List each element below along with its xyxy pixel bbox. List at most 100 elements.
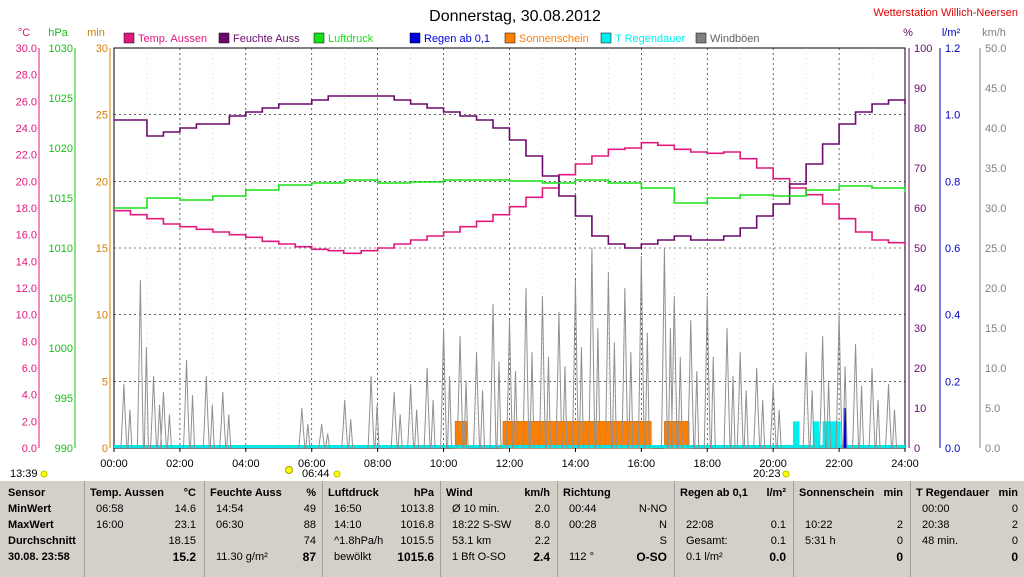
rain-duration-bar bbox=[812, 421, 820, 448]
legend-label: Luftdruck bbox=[328, 33, 374, 45]
unit-pressure: hPa bbox=[48, 27, 68, 39]
column-header: Sonnenschein bbox=[799, 487, 875, 499]
minutes-axis-tick: 0 bbox=[102, 443, 108, 455]
wind-axis-tick: 40.0 bbox=[985, 123, 1006, 135]
temp-axis-tick: 2.0 bbox=[22, 416, 37, 428]
rain-duration-baseline bbox=[114, 445, 905, 448]
humidity-axis-tick: 50 bbox=[914, 243, 926, 255]
cell-label: 20:38 bbox=[922, 519, 950, 531]
row-label: MinWert bbox=[8, 503, 52, 515]
temp-axis-tick: 0.0 bbox=[22, 443, 37, 455]
sunset-time: 20:23 bbox=[753, 468, 781, 480]
temp-axis-tick: 22.0 bbox=[16, 150, 37, 162]
minutes-axis-tick: 10 bbox=[96, 310, 108, 322]
gust-layer bbox=[120, 247, 898, 449]
cell-label: 00:00 bbox=[922, 503, 950, 515]
cell-value: 0.1 bbox=[770, 535, 786, 547]
cell-value: 87 bbox=[302, 550, 316, 564]
row-label: Sensor bbox=[8, 487, 46, 499]
axes: 0.0 2.0 4.0 6.0 8.0 10.0 12.0 14.0 16.0 18.0 20.0 2… bbox=[16, 43, 1007, 455]
humidity-axis-tick: 30 bbox=[914, 323, 926, 335]
x-tick-label: 02:00 bbox=[166, 458, 194, 470]
series-feuchte-auss bbox=[114, 95, 906, 249]
legend-swatch bbox=[218, 32, 230, 44]
x-tick-label: 24:00 bbox=[891, 458, 919, 470]
cell-label: 06:58 bbox=[96, 503, 124, 515]
wind-axis-tick: 20.0 bbox=[985, 283, 1006, 295]
summary-table: Sensor MinWert MaxWert Durchschnitt 30.08. 2… bbox=[0, 481, 1024, 577]
line-layer bbox=[114, 95, 906, 255]
minutes-axis-tick: 15 bbox=[96, 243, 108, 255]
cell-label: 16:50 bbox=[334, 503, 362, 515]
column-unit: km/h bbox=[524, 487, 550, 499]
x-tick-label: 08:00 bbox=[364, 458, 392, 470]
column-unit: hPa bbox=[413, 487, 434, 499]
cell-value: S bbox=[659, 535, 667, 547]
cell-value: 2.2 bbox=[534, 535, 550, 547]
cell-value: 74 bbox=[303, 535, 316, 547]
row-label: 30.08. 23:58 bbox=[8, 551, 70, 563]
unit-wind: km/h bbox=[982, 27, 1006, 39]
legend-swatch bbox=[504, 32, 516, 44]
x-tick-label: 18:00 bbox=[693, 458, 721, 470]
cell-label: 00:44 bbox=[569, 503, 597, 515]
humidity-axis-tick: 40 bbox=[914, 283, 926, 295]
column-separator bbox=[557, 481, 558, 577]
wind-gust-line bbox=[120, 247, 898, 449]
wind-axis-tick: 10.0 bbox=[985, 363, 1006, 375]
cell-label: 14:54 bbox=[216, 503, 244, 515]
legend-label: Feuchte Auss bbox=[233, 33, 300, 45]
x-tick-label: 04:00 bbox=[232, 458, 260, 470]
sun-markers: 13:39 06:44 20:23 bbox=[10, 466, 790, 480]
cell-value: 23.1 bbox=[174, 519, 196, 531]
unit-minutes: min bbox=[87, 27, 105, 39]
pressure-axis-tick: 1005 bbox=[49, 293, 73, 305]
series-luftdruck bbox=[114, 179, 906, 209]
column-separator bbox=[910, 481, 911, 577]
temp-axis-tick: 24.0 bbox=[16, 123, 37, 135]
x-tick-label: 06:00 bbox=[298, 458, 326, 470]
cell-label: Gesamt: bbox=[686, 535, 728, 547]
cell-label: 48 min. bbox=[922, 535, 959, 547]
column-separator bbox=[322, 481, 323, 577]
cell-label: 53.1 km bbox=[452, 535, 492, 547]
legend: Temp. Aussen Feuchte Auss Luftdruck Regen a… bbox=[123, 32, 760, 45]
column-separator bbox=[204, 481, 205, 577]
column-separator bbox=[440, 481, 441, 577]
cell-value: N-NO bbox=[638, 503, 667, 515]
wind-axis-tick: 5.0 bbox=[985, 403, 1000, 415]
cell-value: 49 bbox=[303, 503, 316, 515]
wind-axis-tick: 25.0 bbox=[985, 243, 1006, 255]
legend-swatch bbox=[600, 32, 612, 44]
cell-value: 2.4 bbox=[533, 550, 550, 564]
cell-label: 06:30 bbox=[216, 519, 244, 531]
cell-value: 8.0 bbox=[534, 519, 550, 531]
pressure-axis-tick: 1010 bbox=[49, 243, 73, 255]
cell-value: 1015.5 bbox=[400, 535, 434, 547]
cell-label: 0.1 l/m² bbox=[686, 551, 723, 563]
pressure-axis-tick: 990 bbox=[55, 443, 73, 455]
minutes-axis-tick: 20 bbox=[96, 176, 108, 188]
pressure-axis-tick: 1000 bbox=[49, 343, 73, 355]
column-unit: % bbox=[306, 487, 316, 499]
cell-label: 22:08 bbox=[686, 519, 714, 531]
pressure-axis-tick: 1015 bbox=[49, 193, 73, 205]
sun-dot-icon bbox=[40, 470, 48, 478]
cell-label: 16:00 bbox=[96, 519, 124, 531]
column-unit: min bbox=[883, 487, 903, 499]
temp-axis-tick: 30.0 bbox=[16, 43, 37, 55]
cell-label: 5:31 h bbox=[805, 535, 836, 547]
unit-humidity: % bbox=[903, 27, 913, 39]
temp-axis-tick: 14.0 bbox=[16, 256, 37, 268]
pressure-axis-tick: 1030 bbox=[49, 43, 73, 55]
cell-value: 0 bbox=[1011, 550, 1018, 564]
cell-value: 18.15 bbox=[168, 535, 196, 547]
rain-duration-bar bbox=[792, 421, 800, 448]
wind-axis-tick: 15.0 bbox=[985, 323, 1006, 335]
unit-rain: l/m² bbox=[942, 27, 961, 39]
rain-axis-tick: 0.2 bbox=[945, 376, 960, 388]
sunset-dot-icon bbox=[782, 470, 790, 478]
sunrise-icon bbox=[285, 466, 293, 474]
cell-label: Ø 10 min. bbox=[452, 503, 500, 515]
humidity-axis-tick: 0 bbox=[914, 443, 920, 455]
